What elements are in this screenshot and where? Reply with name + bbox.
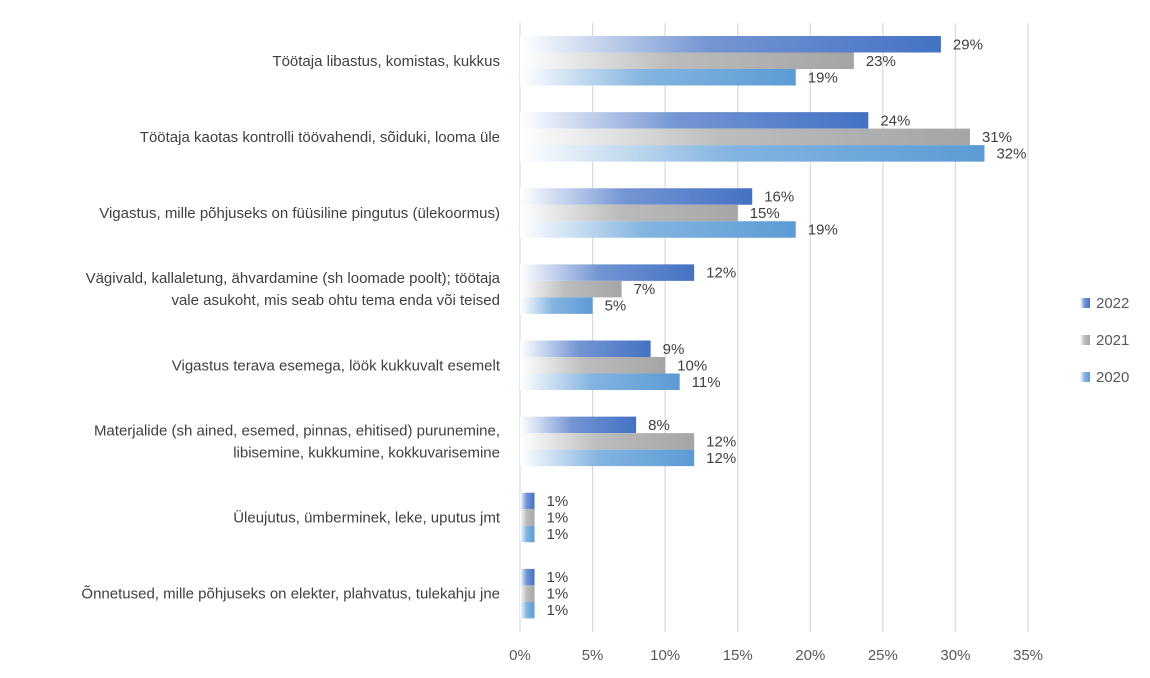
bar-2020: [520, 449, 695, 467]
category-label: Töötaja libastus, komistas, kukkus: [272, 53, 500, 70]
category-label: Vigastus terava esemega, löök kukkuvalt …: [172, 357, 501, 374]
category-labels: Töötaja libastus, komistas, kukkus Töötaj…: [81, 53, 500, 603]
x-tick-label: 10%: [650, 647, 680, 664]
bar-2020: [520, 601, 535, 619]
x-tick-label: 20%: [795, 647, 825, 664]
category-label: Üleujutus, ümberminek, leke, uputus jmt: [233, 509, 501, 527]
bar-2021: [520, 433, 695, 450]
data-label-2020: 1%: [547, 526, 569, 543]
legend-label-2022: 2022: [1096, 295, 1129, 312]
bar-2022: [520, 188, 753, 205]
category-label: Vägivald, kallaletung, ähvardamine (sh l…: [86, 270, 501, 287]
data-labels: 29%23%19%24%31%32%16%15%19%12%7%5%9%10%1…: [547, 36, 1027, 619]
data-label-2022: 24%: [880, 112, 910, 129]
bar-2020: [520, 145, 985, 162]
data-label-2020: 19%: [808, 69, 838, 86]
bar-2021: [520, 204, 738, 222]
data-label-2022: 16%: [764, 189, 794, 206]
category-label: vale asukoht, mis seab ohtu tema enda võ…: [171, 292, 500, 309]
legend-label-2021: 2021: [1096, 332, 1129, 349]
data-label-2022: 9%: [663, 341, 685, 358]
bar-2020: [520, 525, 535, 543]
bar-2021: [520, 509, 535, 526]
bar-2022: [520, 264, 695, 281]
bar-2022: [520, 492, 535, 510]
data-label-2022: 1%: [547, 493, 569, 510]
data-label-2020: 5%: [605, 298, 627, 315]
bar-2022: [520, 568, 535, 586]
bar-2021: [520, 280, 622, 298]
category-label: Vigastus, mille põhjuseks on füüsiline p…: [99, 205, 500, 222]
bar-2022: [520, 416, 637, 434]
x-tick-label: 30%: [940, 647, 970, 664]
data-label-2020: 1%: [547, 602, 569, 619]
data-label-2020: 19%: [808, 222, 838, 239]
category-label: Materjalide (sh ained, esemed, pinnas, e…: [94, 422, 500, 439]
data-label-2021: 31%: [982, 129, 1012, 146]
data-label-2021: 7%: [634, 281, 656, 298]
bar-2020: [520, 221, 796, 238]
data-label-2021: 1%: [547, 586, 569, 603]
bar-2022: [520, 340, 651, 357]
data-label-2021: 23%: [866, 53, 896, 70]
bar-2022: [520, 112, 869, 129]
data-label-2020: 32%: [996, 145, 1026, 162]
x-tick-label: 15%: [723, 647, 753, 664]
data-label-2021: 10%: [677, 357, 707, 374]
bar-2020: [520, 373, 680, 390]
bar-2022: [520, 36, 941, 53]
data-label-2021: 15%: [750, 205, 780, 222]
x-tick-label: 25%: [868, 647, 898, 664]
data-label-2020: 12%: [706, 450, 736, 467]
legend-label-2020: 2020: [1096, 369, 1129, 386]
legend-swatch-2022: [1080, 298, 1090, 308]
legend: 2022 2021 2020: [1080, 295, 1129, 386]
data-label-2021: 1%: [547, 510, 569, 527]
data-label-2021: 12%: [706, 433, 736, 450]
x-axis: 0% 5% 10% 15% 20% 25% 30% 35%: [509, 647, 1043, 664]
bar-2021: [520, 128, 970, 146]
data-label-2022: 8%: [648, 417, 670, 434]
bars: [520, 36, 985, 619]
legend-swatch-2020: [1080, 372, 1090, 382]
bar-2021: [520, 357, 666, 374]
legend-swatch-2021: [1080, 335, 1090, 345]
data-label-2022: 1%: [547, 569, 569, 586]
bar-2020: [520, 69, 796, 86]
data-label-2020: 11%: [692, 374, 721, 391]
bar-2020: [520, 297, 593, 314]
data-label-2022: 12%: [706, 265, 736, 282]
x-tick-label: 35%: [1013, 647, 1043, 664]
x-tick-label: 5%: [582, 647, 604, 664]
bar-2021: [520, 52, 854, 69]
data-label-2022: 29%: [953, 36, 983, 53]
x-tick-label: 0%: [509, 647, 531, 664]
category-label: Töötaja kaotas kontrolli töövahendi, sõi…: [140, 129, 500, 146]
bar-2021: [520, 585, 535, 602]
category-label: libisemine, kukkumine, kokkuvarisemine: [233, 444, 500, 461]
category-label: Õnnetused, mille põhjuseks on elekter, p…: [81, 586, 500, 603]
